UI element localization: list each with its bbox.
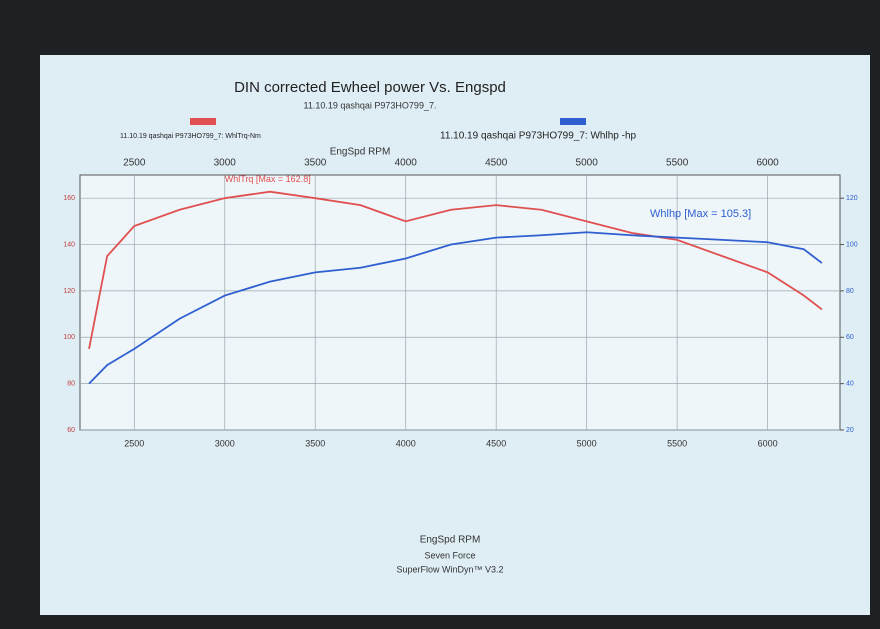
y-tick-label: 80 — [67, 380, 75, 387]
annotation: Whlhp [Max = 105.3] — [650, 208, 751, 220]
line-series — [88, 190, 823, 350]
line-series — [88, 231, 823, 385]
y2-tick-label: 100 — [846, 241, 858, 248]
y-tick-label: 100 — [63, 334, 75, 341]
x-tick-label: 5500 — [667, 438, 687, 448]
x-tick-label: 6000 — [758, 438, 778, 448]
x-tick-label: 6000 — [756, 158, 779, 169]
chart-title: DIN corrected Ewheel power Vs. Engspd — [234, 79, 506, 96]
x-axis-title-bottom: EngSpd RPM — [420, 535, 481, 546]
y2-tick-label: 80 — [846, 288, 854, 295]
y2-tick-label: 40 — [846, 380, 854, 387]
x-tick-label: 4500 — [486, 438, 506, 448]
footer: Seven Force — [424, 550, 475, 560]
footer: SuperFlow WinDyn™ V3.2 — [396, 564, 503, 574]
legend-label: 11.10.19 qashqai P973HO799_7: WhlTrq-Nm — [120, 133, 261, 140]
x-tick-label: 3000 — [215, 438, 235, 448]
x-tick-label: 4500 — [485, 158, 508, 169]
annotation: WhlTrq [Max = 162.8] — [225, 174, 311, 184]
y-tick-label: 160 — [63, 195, 75, 202]
y-tick-label: 120 — [63, 288, 75, 295]
x-tick-label: 2500 — [124, 438, 144, 448]
x-tick-label: 3500 — [305, 438, 325, 448]
x-tick-label: 3000 — [214, 158, 237, 169]
chart-subtitle: 11.10.19 qashqai P973HO799_7. — [304, 100, 437, 110]
y2-tick-label: 120 — [846, 195, 858, 202]
x-axis-title: EngSpd RPM — [330, 147, 391, 158]
legend-swatch — [190, 118, 216, 125]
legend-label: 11.10.19 qashqai P973HO799_7: Whlhp -hp — [440, 131, 637, 142]
y-tick-label: 60 — [67, 427, 75, 434]
y2-tick-label: 20 — [846, 427, 854, 434]
y-tick-label: 140 — [63, 241, 75, 248]
x-tick-label: 5000 — [576, 158, 599, 169]
y2-tick-label: 60 — [846, 334, 854, 341]
legend-swatch — [560, 118, 586, 125]
x-tick-label: 4000 — [396, 438, 416, 448]
plot-area — [79, 174, 841, 431]
x-tick-label: 5000 — [577, 438, 597, 448]
x-tick-label: 5500 — [666, 158, 689, 169]
x-tick-label: 2500 — [123, 158, 146, 169]
x-tick-label: 4000 — [395, 158, 418, 169]
x-tick-label: 3500 — [304, 158, 327, 169]
